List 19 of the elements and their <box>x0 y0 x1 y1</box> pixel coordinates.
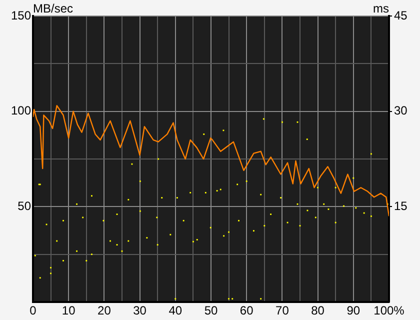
y2-tick-label: 30 <box>394 104 408 118</box>
x-tick-label: 70 <box>276 304 290 318</box>
y-tick-label: 50 <box>18 198 32 213</box>
x-tick-label: 20 <box>98 304 112 318</box>
x-tick-label: 60 <box>240 304 254 318</box>
y2-tick-label: 45 <box>394 8 408 22</box>
x-tick-label: 10 <box>62 304 76 318</box>
x-tick-label: 100% <box>374 304 405 318</box>
x-tick-label: 30 <box>133 304 147 318</box>
y-axis-title: MB/sec <box>33 1 74 16</box>
x-tick-label: 40 <box>168 304 182 318</box>
y2-axis-title: ms <box>373 1 389 16</box>
x-tick-label: 0 <box>30 304 37 318</box>
x-tick-label: 50 <box>204 304 218 318</box>
y-tick-label: 100 <box>10 104 32 118</box>
y-tick-label: 150 <box>10 8 32 22</box>
x-tick-label: 90 <box>346 304 360 318</box>
x-tick-label: 80 <box>311 304 325 318</box>
y2-tick-label: 15 <box>394 198 408 213</box>
